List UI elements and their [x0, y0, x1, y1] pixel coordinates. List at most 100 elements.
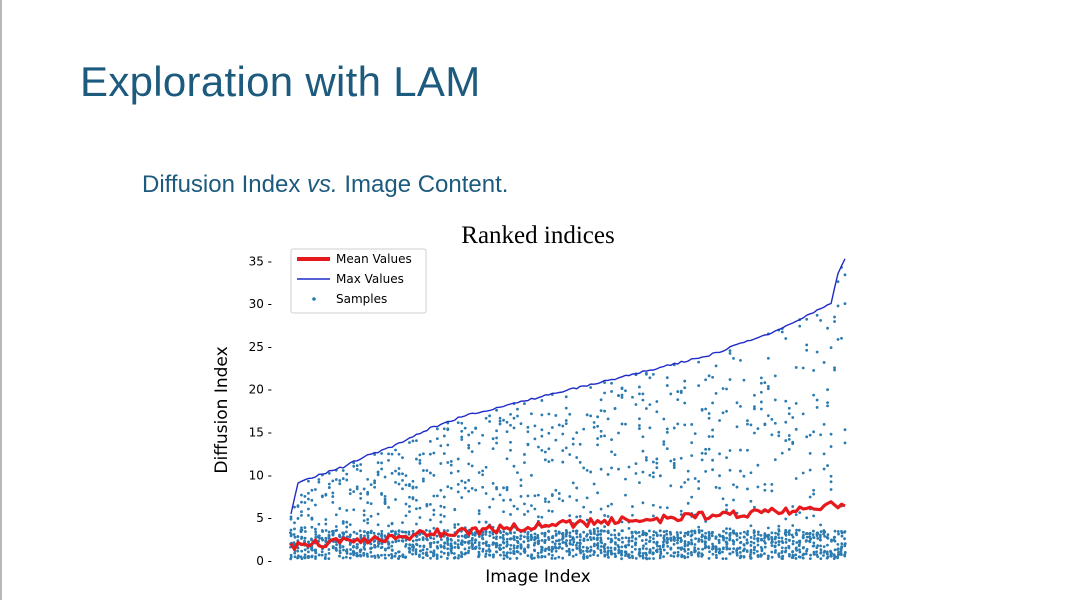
- sample-point: [676, 398, 680, 402]
- sample-point: [519, 546, 523, 550]
- sample-point: [836, 530, 840, 533]
- sample-point: [471, 547, 475, 550]
- sample-point: [819, 557, 823, 561]
- sample-point: [404, 483, 408, 487]
- sample-point: [588, 536, 592, 539]
- sample-point: [561, 540, 565, 544]
- sample-point: [784, 533, 788, 537]
- sample-point: [843, 537, 846, 541]
- sample-point: [582, 553, 586, 556]
- sample-point: [530, 473, 533, 477]
- sample-point: [456, 543, 460, 547]
- y-tick-label: 0 -: [256, 554, 272, 568]
- sample-point: [418, 544, 422, 548]
- sample-point: [826, 533, 830, 537]
- sample-point: [735, 485, 739, 489]
- sample-point: [331, 545, 335, 548]
- sample-point: [686, 531, 690, 535]
- sample-point: [606, 514, 610, 518]
- sample-point: [652, 533, 655, 537]
- sample-point: [697, 384, 701, 388]
- sample-point: [523, 453, 526, 456]
- sample-point: [495, 542, 499, 545]
- sample-point: [425, 547, 429, 551]
- sample-point: [345, 472, 349, 476]
- sample-point: [822, 422, 826, 426]
- sample-point: [460, 554, 463, 558]
- sample-point: [432, 473, 436, 477]
- sample-point: [383, 553, 387, 557]
- sample-point: [662, 440, 666, 444]
- sample-point: [362, 487, 366, 491]
- sample-point: [641, 556, 645, 560]
- sample-point: [568, 412, 572, 416]
- sample-point: [700, 538, 704, 542]
- sample-point: [617, 431, 620, 435]
- sample-point: [296, 554, 300, 558]
- sample-point: [780, 551, 784, 554]
- sample-point: [299, 555, 303, 559]
- sample-point: [630, 530, 634, 534]
- sample-point: [816, 536, 820, 540]
- sample-point: [693, 477, 697, 480]
- max-values-line: [290, 258, 846, 515]
- sample-point: [561, 449, 565, 453]
- sample-point: [714, 550, 718, 554]
- sample-point: [526, 443, 530, 447]
- sample-point: [394, 498, 397, 501]
- y-tick-label: 5 -: [256, 511, 272, 525]
- sample-point: [512, 464, 516, 468]
- sample-point: [523, 461, 526, 465]
- sample-point: [310, 498, 314, 502]
- sample-point: [561, 432, 565, 436]
- sample-point: [780, 536, 784, 540]
- sample-point: [481, 433, 485, 437]
- sample-point: [787, 438, 791, 441]
- sample-point: [533, 549, 537, 553]
- sample-point: [536, 536, 540, 540]
- sample-point: [358, 529, 362, 533]
- sample-point: [578, 533, 582, 537]
- sample-point: [811, 533, 815, 537]
- sample-point: [746, 422, 749, 426]
- sample-point: [759, 546, 763, 549]
- sample-point: [554, 488, 558, 492]
- sample-point: [397, 452, 401, 456]
- sample-point: [310, 548, 314, 551]
- sample-point: [426, 538, 429, 542]
- sample-point: [571, 543, 575, 547]
- sample-point: [471, 533, 475, 536]
- sample-point: [843, 302, 847, 306]
- sample-point: [380, 461, 383, 465]
- sample-point: [585, 555, 589, 558]
- sample-point: [477, 520, 481, 524]
- sample-point: [651, 475, 655, 479]
- sample-point: [502, 498, 505, 502]
- sample-point: [515, 556, 519, 560]
- sample-point: [432, 526, 436, 530]
- sample-point: [380, 529, 384, 533]
- sample-point: [648, 540, 651, 543]
- sample-point: [617, 538, 621, 542]
- sample-point: [711, 552, 715, 556]
- sample-point: [289, 528, 293, 532]
- sample-point: [732, 498, 735, 502]
- sample-point: [355, 485, 359, 489]
- sample-point: [536, 542, 540, 546]
- sample-point: [565, 544, 569, 548]
- sample-point: [488, 553, 491, 557]
- sample-point: [432, 537, 436, 541]
- sample-point: [540, 448, 544, 452]
- sample-point: [380, 542, 384, 545]
- sample-point: [421, 536, 425, 540]
- sample-point: [682, 554, 686, 558]
- sample-point: [669, 459, 673, 463]
- sample-point: [376, 523, 380, 527]
- sample-point: [773, 374, 777, 378]
- sample-point: [736, 547, 739, 550]
- sample-point: [746, 487, 749, 491]
- sample-point: [697, 487, 701, 490]
- sample-point: [415, 439, 418, 443]
- sample-point: [362, 513, 366, 517]
- sample-point: [819, 523, 823, 527]
